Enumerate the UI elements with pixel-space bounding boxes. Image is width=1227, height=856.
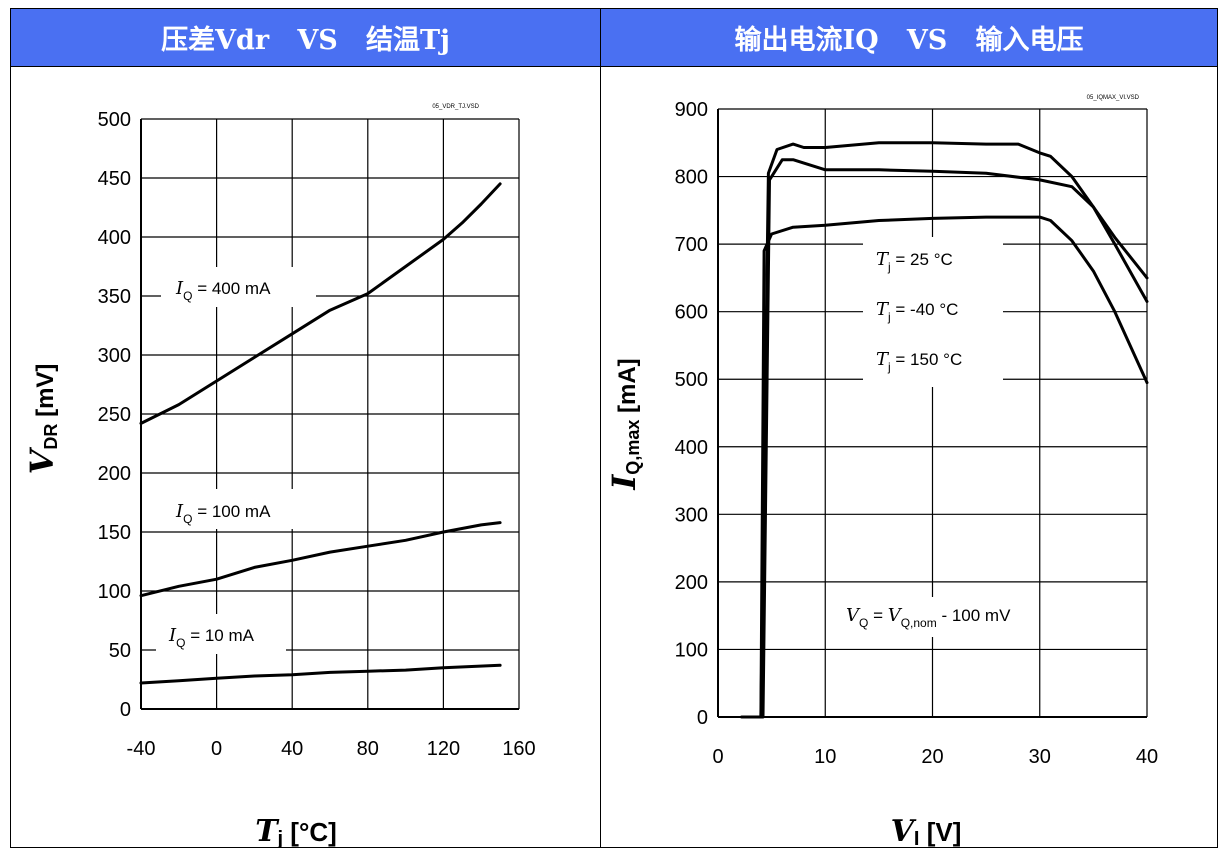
series-line-3 (750, 215, 1149, 719)
iq-vs-vi-chart: 0 10 20 30 400100200300400500600700800900Tj … (605, 95, 1158, 847)
x-tick-label: 120 (427, 738, 460, 760)
x-tick-label: 160 (502, 738, 535, 760)
y-tick-label: 500 (675, 369, 708, 391)
file-tag: 05_VDR_TJ.VSD (432, 104, 479, 110)
y-tick-label: 600 (675, 302, 708, 324)
x-tick-label: 0 (211, 738, 222, 760)
annotation-bg (863, 237, 1003, 387)
x-axis-label: Tj [°C] (255, 814, 337, 847)
x-tick-label: 10 (814, 746, 836, 768)
y-tick-label: 500 (98, 109, 131, 131)
vdr-vs-tj-chart: -40 0 40 80 120 160 0 50 100 150 200 250 300 350 400 45… (23, 104, 536, 847)
y-tick-label: 250 (98, 404, 131, 426)
figure-table: 压差Vdr VS 结温Tj -40 0 40 80 120 160 0 50 100 150 200… (10, 8, 1218, 848)
x-tick-label: 40 (281, 738, 303, 760)
x-axis-label: VI [V] (891, 814, 962, 847)
y-tick-label: 350 (98, 286, 131, 308)
curve-annotation: IQ = 10 mA (168, 625, 255, 650)
right-panel: 输出电流IQ VS 输入电压 0 10 20 30 40 0 100 200 300 400 500… (601, 9, 1217, 847)
curve-annotation: VQ = VQ,nom - 100 mV (846, 605, 1011, 630)
y-tick-label: 900 (675, 99, 708, 121)
file-tag: 05_IQMAX_VI.VSD (1087, 95, 1140, 101)
series-line-1 (139, 182, 502, 425)
annotation-bg (161, 267, 316, 307)
x-tick-label: 30 (1029, 746, 1051, 768)
y-tick-label: 200 (98, 463, 131, 485)
x-tick-label: 0 (712, 746, 723, 768)
curve-annotation: IQ = 100 mA (175, 501, 271, 526)
right-header: 输出电流IQ VS 输入电压 (601, 9, 1217, 67)
curve-annotation: Tj = 25 °C (876, 249, 953, 274)
y-tick-label: 300 (675, 504, 708, 526)
x-tick-label: 40 (1136, 746, 1158, 768)
curve-annotation: IQ = 400 mA (175, 278, 271, 303)
series-line-2 (139, 521, 502, 598)
curve-annotation: Tj = -40 °C (876, 299, 958, 324)
y-tick-label: 100 (675, 639, 708, 661)
y-tick-label: 50 (109, 640, 131, 662)
y-tick-label: 0 (697, 707, 708, 729)
y-tick-label: 0 (120, 699, 131, 721)
y-tick-label: 700 (675, 234, 708, 256)
annotation-bg (156, 614, 286, 654)
y-axis-label: IQ,max [mA] (605, 358, 643, 490)
y-tick-label: 800 (675, 167, 708, 189)
y-tick-label: 400 (98, 227, 131, 249)
x-tick-label: 20 (921, 746, 943, 768)
annotation-bg (161, 489, 316, 529)
y-tick-label: 100 (98, 581, 131, 603)
y-tick-label: 300 (98, 345, 131, 367)
left-panel: 压差Vdr VS 结温Tj -40 0 40 80 120 160 0 50 100 150 200… (11, 9, 601, 847)
y-tick-label: 450 (98, 168, 131, 190)
curve-annotation: Tj = 150 °C (876, 349, 962, 374)
y-axis-label: VDR [mV] (23, 364, 61, 475)
x-tick-label: 80 (357, 738, 379, 760)
series-line-3 (139, 663, 502, 685)
y-tick-label: 150 (98, 522, 131, 544)
y-tick-label: 400 (675, 437, 708, 459)
y-tick-label: 200 (675, 572, 708, 594)
left-header: 压差Vdr VS 结温Tj (11, 9, 600, 67)
annotation-bg (835, 597, 1035, 637)
x-tick-label: -40 (127, 738, 156, 760)
